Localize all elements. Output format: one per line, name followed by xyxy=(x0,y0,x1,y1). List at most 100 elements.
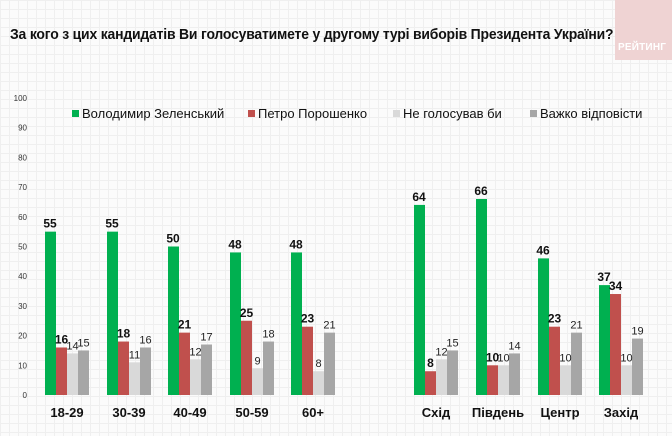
data-label: 46 xyxy=(536,243,550,257)
bar xyxy=(118,341,129,395)
data-label: 48 xyxy=(289,237,303,251)
bar xyxy=(302,326,313,395)
category-label: Центр xyxy=(540,405,579,420)
data-label: 16 xyxy=(139,334,151,346)
y-tick-label: 20 xyxy=(18,332,27,341)
rating-logo: РЕЙТИНГ xyxy=(615,0,672,60)
data-label: 18 xyxy=(262,329,274,341)
data-label: 50 xyxy=(166,232,180,246)
bar xyxy=(560,365,571,395)
data-label: 34 xyxy=(609,279,623,293)
bar xyxy=(168,246,179,395)
bar xyxy=(476,198,487,395)
bar xyxy=(425,371,436,395)
bar xyxy=(179,332,190,395)
bar xyxy=(45,231,56,395)
bar xyxy=(107,231,118,395)
data-label: 25 xyxy=(240,306,254,320)
data-label: 55 xyxy=(105,217,119,231)
legend-label: Не голосував би xyxy=(403,106,502,121)
bar xyxy=(129,362,140,395)
bar xyxy=(632,338,643,395)
y-tick-label: 40 xyxy=(18,272,27,281)
data-label: 14 xyxy=(508,340,520,352)
bars xyxy=(45,198,643,395)
category-labels: 18-29 30-39 40-49 50-59 60+ Схід Південь Центр З… xyxy=(50,405,639,420)
data-label: 55 xyxy=(43,217,57,231)
category-label: Південь xyxy=(472,405,524,420)
y-tick-label: 60 xyxy=(18,213,27,222)
category-label: Схід xyxy=(422,405,451,420)
bar xyxy=(252,368,263,395)
data-label: 19 xyxy=(631,326,643,338)
data-label: 10 xyxy=(486,350,500,364)
data-label: 66 xyxy=(474,184,488,198)
bar xyxy=(610,294,621,395)
bar xyxy=(436,359,447,395)
logo-text: РЕЙТИНГ xyxy=(618,42,667,53)
data-label: 23 xyxy=(548,312,562,326)
data-label: 23 xyxy=(301,312,315,326)
legend-label: Важко відповісти xyxy=(540,106,642,121)
y-tick-label: 0 xyxy=(23,391,28,400)
bar xyxy=(201,344,212,395)
data-label: 21 xyxy=(323,320,335,332)
data-label: 15 xyxy=(77,337,89,349)
bar xyxy=(230,252,241,395)
y-tick-label: 10 xyxy=(18,361,27,370)
data-label: 18 xyxy=(117,327,131,341)
legend-marker xyxy=(72,110,79,117)
data-label: 48 xyxy=(228,237,242,251)
data-label: 11 xyxy=(129,349,140,361)
y-tick-label: 80 xyxy=(18,153,27,162)
data-label: 14 xyxy=(66,340,78,352)
y-tick-label: 70 xyxy=(18,183,27,192)
data-label: 8 xyxy=(315,358,321,370)
chart-title: За кого з цих кандидатів Ви голосуватиме… xyxy=(10,26,614,43)
category-label: 18-29 xyxy=(50,405,83,420)
bar xyxy=(621,365,632,395)
bar xyxy=(571,332,582,395)
bar xyxy=(291,252,302,395)
y-axis-ticks: 0 10 20 30 40 50 60 70 80 90 100 xyxy=(14,94,28,400)
category-label: 40-49 xyxy=(173,405,206,420)
data-label: 12 xyxy=(435,346,447,358)
legend-marker xyxy=(393,110,400,117)
category-label: Захід xyxy=(604,405,639,420)
bar xyxy=(487,365,498,395)
data-label: 8 xyxy=(427,356,434,370)
data-label: 21 xyxy=(178,318,192,332)
data-label: 21 xyxy=(570,320,582,332)
legend: Володимир Зеленський Петро Порошенко Не го… xyxy=(72,106,642,121)
bar xyxy=(263,341,274,395)
bar xyxy=(324,332,335,395)
y-tick-label: 30 xyxy=(18,302,27,311)
data-label: 9 xyxy=(254,355,260,367)
bar xyxy=(313,371,324,395)
data-label: 17 xyxy=(200,332,212,344)
data-label: 10 xyxy=(559,352,571,364)
data-label: 16 xyxy=(55,332,69,346)
bar xyxy=(509,353,520,395)
bar xyxy=(190,359,201,395)
category-label: 60+ xyxy=(302,405,324,420)
bar xyxy=(67,353,78,395)
legend-marker xyxy=(248,110,255,117)
bar xyxy=(414,204,425,395)
bar xyxy=(78,350,89,395)
data-labels: 5516141555181116502112174825918482382164… xyxy=(43,184,643,370)
legend-label: Петро Порошенко xyxy=(258,106,367,121)
y-tick-label: 50 xyxy=(18,243,27,252)
bar xyxy=(140,347,151,395)
bar xyxy=(447,350,458,395)
legend-label: Володимир Зеленський xyxy=(82,106,224,121)
data-label: 10 xyxy=(497,352,509,364)
bar xyxy=(56,347,67,395)
bar xyxy=(498,365,509,395)
category-label: 50-59 xyxy=(235,405,268,420)
y-tick-label: 90 xyxy=(18,124,27,133)
bar xyxy=(538,258,549,395)
data-label: 37 xyxy=(597,270,611,284)
data-label: 15 xyxy=(446,337,458,349)
